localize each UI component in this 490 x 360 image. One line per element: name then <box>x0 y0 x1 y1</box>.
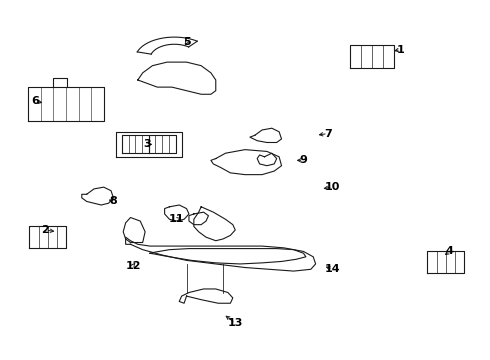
Text: 13: 13 <box>227 318 243 328</box>
Text: 7: 7 <box>324 129 332 139</box>
Text: 6: 6 <box>31 96 39 107</box>
Text: 11: 11 <box>169 214 185 224</box>
Text: 5: 5 <box>183 37 190 48</box>
Text: 3: 3 <box>144 139 151 149</box>
Text: 9: 9 <box>299 156 307 165</box>
Text: 14: 14 <box>325 264 341 274</box>
Text: 12: 12 <box>125 261 141 271</box>
Text: 1: 1 <box>397 45 405 55</box>
Text: 4: 4 <box>446 247 454 256</box>
Text: 2: 2 <box>41 225 49 235</box>
Text: 8: 8 <box>110 197 117 206</box>
Text: 10: 10 <box>325 182 341 192</box>
